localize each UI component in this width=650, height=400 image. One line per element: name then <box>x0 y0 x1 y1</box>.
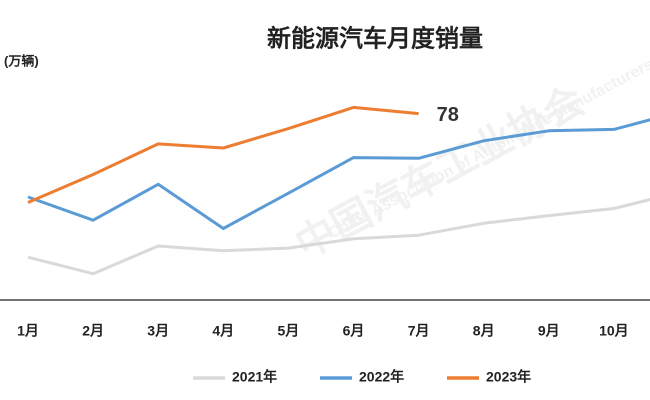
x-tick-label: 4月 <box>212 323 234 339</box>
x-tick-label: 10月 <box>599 323 629 339</box>
x-tick-label: 6月 <box>343 323 365 339</box>
watermark-en: China Association of Automobile Manufact… <box>326 56 650 242</box>
legend-label: 2023年 <box>486 369 531 385</box>
series-line <box>27 118 650 230</box>
x-tick-label: 5月 <box>278 323 300 339</box>
x-tick-label: 1月 <box>17 323 39 339</box>
watermark: 中国汽车工业协会 China Association of Automobile… <box>289 56 650 267</box>
data-label: 78 <box>437 104 459 126</box>
series-line <box>27 105 419 204</box>
series-line <box>27 198 650 276</box>
x-tick-label: 8月 <box>473 323 495 339</box>
x-tick-label: 2月 <box>82 323 104 339</box>
x-tick-label: 9月 <box>538 323 560 339</box>
y-axis-label: (万辆) <box>4 53 39 68</box>
legend-label: 2021年 <box>232 369 277 385</box>
legend-label: 2022年 <box>359 369 404 385</box>
x-tick-label: 7月 <box>408 323 430 339</box>
x-tick-label: 3月 <box>147 323 169 339</box>
chart-title: 新能源汽车月度销量 <box>267 24 483 52</box>
